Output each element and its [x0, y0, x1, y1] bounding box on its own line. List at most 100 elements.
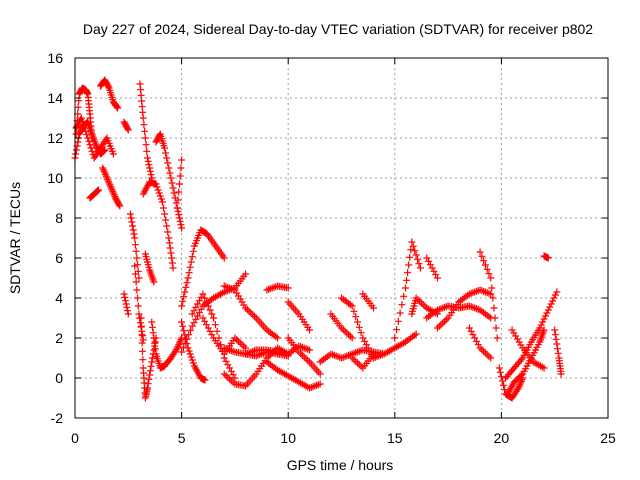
- data-point: [175, 211, 183, 219]
- data-point: [169, 184, 177, 192]
- data-point: [162, 216, 170, 224]
- data-point: [168, 259, 176, 267]
- data-point: [104, 176, 112, 184]
- data-point: [430, 267, 438, 275]
- data-point: [168, 179, 176, 187]
- data-point: [175, 180, 183, 188]
- data-point: [187, 258, 195, 266]
- data-point: [181, 288, 189, 296]
- data-point: [348, 334, 356, 342]
- data-point: [107, 182, 115, 190]
- data-point: [188, 322, 196, 330]
- data-point: [127, 214, 135, 222]
- data-point: [126, 210, 134, 218]
- data-point: [557, 370, 565, 378]
- data-point: [425, 257, 433, 265]
- data-point: [188, 253, 196, 261]
- x-tick-label: 5: [178, 430, 186, 446]
- data-point: [99, 164, 107, 172]
- data-point: [185, 331, 193, 339]
- data-point: [134, 294, 142, 302]
- data-point: [137, 314, 145, 322]
- data-point: [100, 147, 108, 155]
- data-point: [551, 326, 559, 334]
- data-point: [187, 353, 195, 361]
- data-point: [102, 172, 110, 180]
- data-point: [170, 189, 178, 197]
- data-point: [122, 300, 130, 308]
- data-point: [428, 264, 436, 272]
- data-point: [184, 274, 192, 282]
- data-point: [109, 150, 117, 158]
- data-point: [148, 354, 156, 362]
- data-point: [234, 337, 242, 345]
- data-point: [394, 317, 402, 325]
- data-point: [145, 161, 153, 169]
- data-point: [93, 187, 101, 195]
- data-point: [123, 303, 131, 311]
- data-point: [179, 344, 187, 352]
- data-point: [343, 329, 351, 337]
- data-point: [227, 367, 235, 375]
- data-point: [401, 284, 409, 292]
- data-point: [517, 379, 525, 387]
- data-point: [537, 321, 545, 329]
- data-point: [544, 254, 552, 262]
- plot-frame: [74, 57, 609, 419]
- data-point: [82, 127, 90, 135]
- data-point: [162, 149, 170, 157]
- data-point: [155, 189, 163, 197]
- data-point: [352, 357, 360, 365]
- data-point: [514, 384, 522, 392]
- series-track-06: [86, 186, 102, 202]
- data-point: [167, 174, 175, 182]
- data-point: [551, 331, 559, 339]
- data-point: [346, 332, 354, 340]
- data-point: [339, 326, 347, 334]
- data-point: [249, 311, 257, 319]
- data-point: [348, 302, 356, 310]
- data-point: [179, 322, 187, 330]
- data-point: [498, 377, 506, 385]
- data-point: [154, 186, 162, 194]
- y-tick-label: 6: [55, 250, 63, 266]
- data-point: [150, 346, 158, 354]
- y-tick-label: -2: [51, 410, 64, 426]
- series-track-27: [263, 358, 324, 392]
- data-point: [178, 348, 186, 356]
- data-point: [173, 204, 181, 212]
- data-point: [159, 204, 167, 212]
- data-point: [233, 336, 241, 344]
- data-point: [304, 356, 312, 364]
- series-track-03: [72, 114, 117, 162]
- data-point: [554, 345, 562, 353]
- data-point: [481, 261, 489, 269]
- data-point: [167, 249, 175, 257]
- y-tick-label: 14: [47, 90, 63, 106]
- data-point: [426, 261, 434, 269]
- series-track-29: [284, 298, 314, 334]
- data-point: [487, 354, 495, 362]
- data-point: [495, 364, 503, 372]
- data-point: [131, 270, 139, 278]
- data-point: [476, 344, 484, 352]
- series-track-17: [173, 156, 186, 212]
- data-point: [500, 381, 508, 389]
- data-point: [433, 324, 441, 332]
- data-point: [149, 329, 157, 337]
- data-point: [88, 147, 96, 155]
- data-point: [240, 342, 248, 350]
- data-point: [101, 169, 109, 177]
- data-point: [144, 157, 152, 165]
- data-point: [85, 137, 93, 145]
- data-point: [540, 326, 548, 334]
- data-point: [208, 310, 216, 318]
- data-point: [81, 124, 89, 132]
- data-point: [151, 345, 159, 353]
- data-point: [109, 187, 117, 195]
- data-point: [442, 316, 450, 324]
- data-point: [546, 303, 554, 311]
- data-point: [139, 336, 147, 344]
- data-point: [236, 339, 244, 347]
- data-point: [213, 327, 221, 335]
